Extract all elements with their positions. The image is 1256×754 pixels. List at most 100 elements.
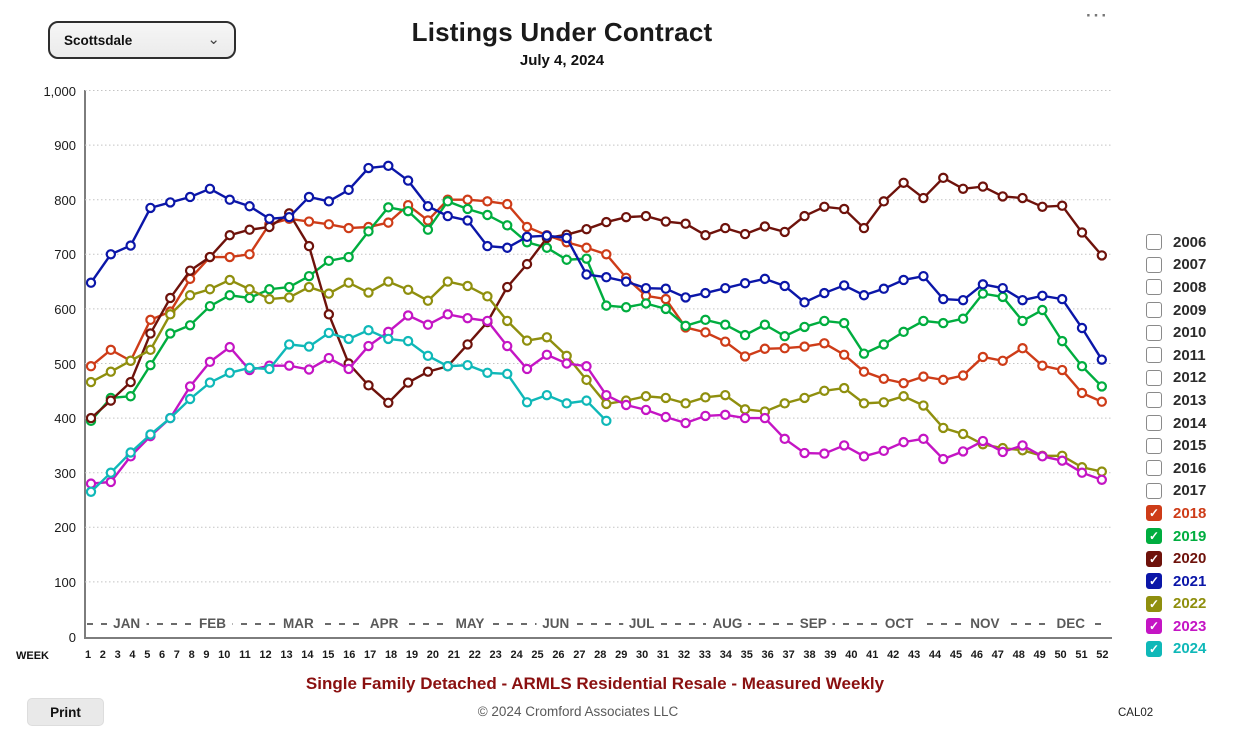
print-button[interactable]: Print [27, 698, 104, 726]
data-point-2018-w2 [105, 344, 117, 356]
data-point-2022-w42 [898, 391, 909, 402]
region-dropdown[interactable]: Scottsdale ⌄ [48, 21, 236, 59]
week-tick-39: 39 [824, 649, 837, 661]
legend-item-2023[interactable]: ✓ 2023 [1146, 615, 1206, 638]
data-point-2018-w12 [303, 216, 315, 227]
unchecked-checkbox-icon[interactable] [1146, 234, 1162, 251]
week-tick-45: 45 [949, 649, 963, 661]
data-point-2021-w48 [1017, 294, 1028, 306]
week-tick-37: 37 [782, 649, 795, 661]
data-point-2021-w36 [779, 280, 790, 292]
data-point-2023-w21 [482, 315, 493, 327]
unchecked-checkbox-icon[interactable] [1146, 415, 1162, 432]
data-point-2019-w40 [858, 348, 870, 359]
data-point-2023-w46 [977, 435, 989, 447]
legend-item-2016[interactable]: 2016 [1146, 457, 1206, 480]
data-point-2018-w49 [1037, 360, 1048, 371]
legend-item-2022[interactable]: ✓ 2022 [1146, 593, 1206, 616]
data-point-2020-w8 [224, 229, 235, 241]
week-tick-17: 17 [364, 649, 377, 661]
region-dropdown-value: Scottsdale [64, 32, 133, 48]
legend-item-2011[interactable]: 2011 [1146, 344, 1206, 367]
data-point-2018-w21 [482, 196, 493, 207]
data-point-2021-w44 [938, 293, 949, 305]
data-point-2022-w9 [244, 284, 255, 295]
data-point-2023-w52 [1096, 474, 1108, 485]
checked-checkbox-icon[interactable]: ✓ [1146, 595, 1162, 612]
data-point-2023-w49 [1037, 451, 1048, 462]
legend-item-2007[interactable]: 2007 [1146, 254, 1206, 277]
legend-item-2019[interactable]: ✓ 2019 [1146, 525, 1206, 548]
data-point-2019-w12 [303, 270, 315, 282]
legend-item-2006[interactable]: 2006 [1146, 231, 1206, 254]
unchecked-checkbox-icon[interactable] [1146, 279, 1162, 296]
data-point-2018-w40 [858, 366, 870, 377]
data-point-2018-w8 [224, 251, 235, 263]
legend-item-2013[interactable]: 2013 [1146, 389, 1206, 412]
checked-checkbox-icon[interactable]: ✓ [1146, 505, 1162, 522]
data-point-2024-w9 [244, 362, 255, 374]
data-point-2024-w23 [521, 397, 533, 408]
data-point-2023-w35 [759, 412, 771, 424]
week-tick-43: 43 [907, 649, 921, 661]
data-point-2018-w13 [323, 219, 335, 230]
y-tick-label: 100 [54, 574, 76, 590]
week-tick-7: 7 [173, 649, 180, 661]
data-point-2020-w37 [799, 210, 810, 222]
data-point-2021-w43 [918, 270, 929, 282]
unchecked-checkbox-icon[interactable] [1146, 369, 1162, 386]
legend-item-2018[interactable]: ✓ 2018 [1146, 502, 1206, 525]
month-label-may: MAY [449, 615, 491, 633]
unchecked-checkbox-icon[interactable] [1146, 256, 1162, 273]
legend-item-2021[interactable]: ✓ 2021 [1146, 570, 1206, 593]
unchecked-checkbox-icon[interactable] [1146, 324, 1162, 341]
legend-item-2012[interactable]: 2012 [1146, 367, 1206, 390]
data-point-2020-w5 [165, 292, 176, 304]
data-point-2021-w6 [184, 191, 196, 203]
data-point-2021-w23 [521, 231, 533, 243]
data-point-2021-w22 [502, 242, 513, 253]
unchecked-checkbox-icon[interactable] [1146, 460, 1162, 477]
data-point-2024-w7 [204, 377, 216, 388]
data-point-2020-w18 [422, 366, 434, 377]
data-point-2021-w14 [343, 184, 354, 196]
legend-item-2020[interactable]: ✓ 2020 [1146, 547, 1206, 570]
unchecked-checkbox-icon[interactable] [1146, 482, 1162, 499]
legend-item-2015[interactable]: 2015 [1146, 434, 1206, 457]
data-point-2019-w18 [422, 224, 434, 235]
legend-item-2008[interactable]: 2008 [1146, 276, 1206, 299]
data-point-2022-w32 [700, 392, 711, 403]
chevron-down-icon: ⌄ [207, 31, 220, 48]
unchecked-checkbox-icon[interactable] [1146, 437, 1162, 454]
checked-checkbox-icon[interactable]: ✓ [1146, 640, 1162, 657]
y-tick-label: 600 [54, 301, 76, 317]
legend-item-2017[interactable]: 2017 [1146, 480, 1206, 503]
data-point-2022-w22 [502, 315, 513, 327]
week-tick-8: 8 [188, 649, 195, 661]
week-tick-38: 38 [803, 649, 816, 661]
legend-year-label: 2018 [1173, 504, 1207, 522]
checked-checkbox-icon[interactable]: ✓ [1146, 618, 1162, 635]
legend-item-2010[interactable]: 2010 [1146, 321, 1206, 344]
data-point-2023-w38 [819, 448, 830, 459]
data-point-2020-w42 [898, 177, 909, 188]
data-point-2021-w34 [739, 278, 751, 289]
data-point-2022-w26 [581, 374, 592, 386]
legend-item-2009[interactable]: 2009 [1146, 299, 1206, 322]
checked-checkbox-icon[interactable]: ✓ [1146, 528, 1162, 545]
data-point-2023-w50 [1056, 455, 1068, 466]
unchecked-checkbox-icon[interactable] [1146, 347, 1162, 364]
legend-item-2024[interactable]: ✓ 2024 [1146, 638, 1206, 661]
data-point-2023-w17 [402, 310, 414, 321]
data-point-2018-w44 [938, 374, 949, 386]
week-tick-12: 12 [259, 649, 272, 661]
checked-checkbox-icon[interactable]: ✓ [1146, 550, 1162, 567]
chart-date: July 4, 2024 [519, 52, 605, 69]
unchecked-checkbox-icon[interactable] [1146, 302, 1162, 319]
unchecked-checkbox-icon[interactable] [1146, 392, 1162, 409]
week-tick-51: 51 [1075, 649, 1088, 661]
checked-checkbox-icon[interactable]: ✓ [1146, 573, 1162, 590]
options-menu-icon[interactable]: ··· [1086, 6, 1109, 25]
legend-item-2014[interactable]: 2014 [1146, 412, 1206, 435]
data-point-2022-w11 [283, 292, 295, 303]
